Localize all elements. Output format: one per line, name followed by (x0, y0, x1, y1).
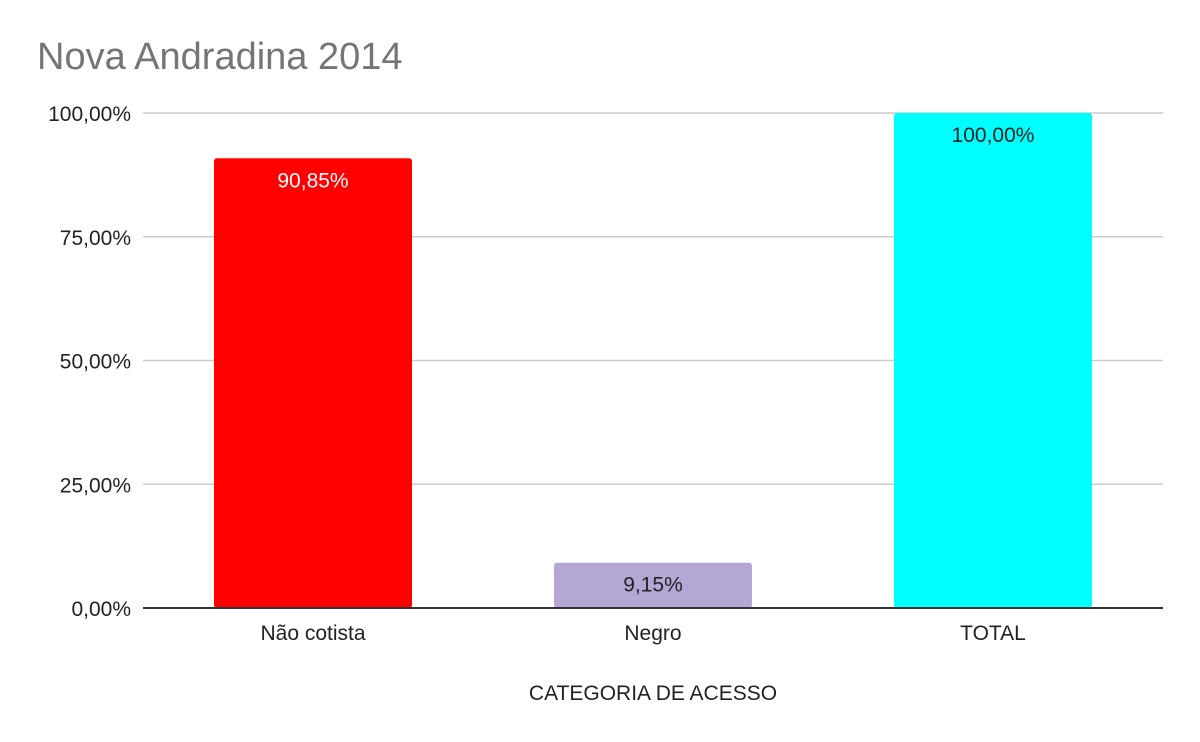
bar (554, 562, 752, 608)
bar (894, 113, 1092, 608)
y-tick-label: 50,00% (60, 351, 131, 374)
data-label: 9,15% (623, 574, 683, 597)
x-category-label: TOTAL (960, 622, 1026, 645)
y-tick-label: 0,00% (71, 598, 131, 621)
chart-title: Nova Andradina 2014 (37, 36, 403, 78)
data-labels: 90,85% 9,15% 100,00% (277, 124, 1034, 597)
y-tick-label: 25,00% (60, 474, 131, 497)
x-category-label: Não cotista (260, 622, 365, 645)
y-tick-label: 75,00% (60, 227, 131, 250)
x-category-label: Negro (624, 622, 681, 645)
data-label: 100,00% (952, 124, 1035, 147)
y-axis-ticks: 0,00% 25,00% 50,00% 75,00% 100,00% (48, 103, 131, 621)
bar (214, 158, 412, 609)
bars (214, 113, 1092, 609)
x-axis-label: CATEGORIA DE ACESSO (529, 682, 777, 705)
y-tick-label: 100,00% (48, 103, 131, 126)
data-label: 90,85% (277, 169, 348, 192)
x-axis-categories: Não cotista Negro TOTAL (260, 622, 1025, 645)
